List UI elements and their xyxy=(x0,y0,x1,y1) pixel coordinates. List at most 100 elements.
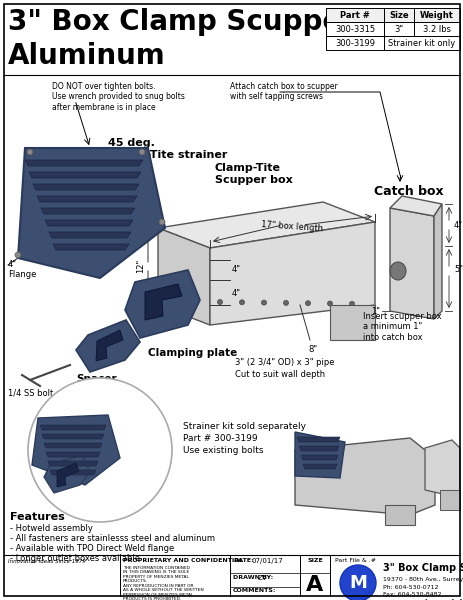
Polygon shape xyxy=(433,204,441,319)
Text: Aluminum: Aluminum xyxy=(8,42,165,70)
Polygon shape xyxy=(50,470,96,475)
Text: Ph: 604-530-0712: Ph: 604-530-0712 xyxy=(382,585,438,590)
Text: DO NOT over tighten bolts.
Use wrench provided to snug bolts
after membrane is i: DO NOT over tighten bolts. Use wrench pr… xyxy=(52,82,184,112)
Circle shape xyxy=(27,149,33,155)
Text: 17" box length: 17" box length xyxy=(261,220,323,233)
Text: 5": 5" xyxy=(453,265,462,274)
Text: Part #: Part # xyxy=(339,11,369,20)
Polygon shape xyxy=(96,330,123,361)
Text: A: A xyxy=(306,575,323,595)
Text: Spacer: Spacer xyxy=(76,374,116,384)
Text: 3.2 lbs: 3.2 lbs xyxy=(422,25,450,34)
Text: - Available with TPO Direct Weld flange: - Available with TPO Direct Weld flange xyxy=(10,544,174,553)
Text: Fax: 604-530-8482: Fax: 604-530-8482 xyxy=(382,592,441,597)
Polygon shape xyxy=(44,443,102,448)
Bar xyxy=(383,36,459,50)
Polygon shape xyxy=(296,437,339,442)
Ellipse shape xyxy=(389,262,405,280)
Text: DATE:: DATE: xyxy=(232,558,253,563)
Text: 3" Box Clamp Scupper Aluminum: 3" Box Clamp Scupper Aluminum xyxy=(382,563,463,573)
Polygon shape xyxy=(29,172,141,178)
Bar xyxy=(325,22,383,36)
Polygon shape xyxy=(18,148,165,278)
Polygon shape xyxy=(439,490,459,510)
Polygon shape xyxy=(33,184,139,190)
Text: 12": 12" xyxy=(136,259,145,273)
Polygon shape xyxy=(53,244,129,250)
Text: Insert scupper box
a minimum 1"
into catch box: Insert scupper box a minimum 1" into cat… xyxy=(362,312,441,342)
Bar xyxy=(325,36,383,50)
Circle shape xyxy=(217,299,222,304)
Polygon shape xyxy=(329,305,374,340)
Bar xyxy=(413,22,459,36)
Circle shape xyxy=(15,252,21,258)
Polygon shape xyxy=(300,455,337,460)
Polygon shape xyxy=(298,446,338,451)
Polygon shape xyxy=(424,440,459,496)
Text: www.menzies-metal.com: www.menzies-metal.com xyxy=(382,599,463,600)
Text: Part File & .#: Part File & .# xyxy=(334,558,375,563)
Polygon shape xyxy=(384,505,414,525)
Text: Strainer kit only: Strainer kit only xyxy=(388,38,455,47)
Polygon shape xyxy=(44,455,90,493)
Text: Clamp-Tite
Scupper box: Clamp-Tite Scupper box xyxy=(214,163,292,185)
Polygon shape xyxy=(46,452,100,457)
Text: - All fasteners are stainlesss steel and aluminum: - All fasteners are stainlesss steel and… xyxy=(10,534,214,543)
Text: Size: Size xyxy=(388,11,408,20)
Text: Attach catch box to scupper
with self tapping screws: Attach catch box to scupper with self ta… xyxy=(230,82,337,101)
Text: Strainer kit sold separately
Part # 300-3199
Use existing bolts: Strainer kit sold separately Part # 300-… xyxy=(182,422,305,455)
Text: 300-3315: 300-3315 xyxy=(334,25,374,34)
Polygon shape xyxy=(32,415,120,485)
Text: 1": 1" xyxy=(370,307,379,316)
Polygon shape xyxy=(57,463,79,487)
Text: COMMENTS:: COMMENTS: xyxy=(232,588,276,593)
Text: THE INFORMATION CONTAINED
IN THIS DRAWING IS THE SOLE
PROPERTY OF MENZIES METAL
: THE INFORMATION CONTAINED IN THIS DRAWIN… xyxy=(123,566,203,600)
Text: 4": 4" xyxy=(232,289,240,298)
Text: 19370 - 80th Ave., Surrey, BC  V3S 3M2: 19370 - 80th Ave., Surrey, BC V3S 3M2 xyxy=(382,577,463,582)
Text: 8": 8" xyxy=(307,345,316,354)
Text: 300-3199: 300-3199 xyxy=(334,38,374,47)
Polygon shape xyxy=(158,228,210,325)
Text: 1/4 SS bolt: 1/4 SS bolt xyxy=(8,388,53,397)
Text: Clamping plate: Clamping plate xyxy=(148,348,237,358)
Polygon shape xyxy=(294,432,344,478)
Circle shape xyxy=(305,301,310,305)
Text: Weight: Weight xyxy=(419,11,453,20)
Circle shape xyxy=(283,301,288,305)
Text: Innovative Ideas Since 1979: Innovative Ideas Since 1979 xyxy=(8,559,86,564)
Text: PROPRIETARY AND CONFIDENTIAL: PROPRIETARY AND CONFIDENTIAL xyxy=(123,558,243,563)
Text: ZV: ZV xyxy=(257,575,267,581)
Bar xyxy=(413,8,459,22)
Text: 4": 4" xyxy=(453,221,462,230)
Bar xyxy=(383,8,413,22)
Polygon shape xyxy=(45,220,133,226)
Polygon shape xyxy=(158,202,374,248)
Polygon shape xyxy=(42,434,104,439)
Text: Catch box: Catch box xyxy=(373,185,443,198)
Polygon shape xyxy=(389,208,433,319)
Circle shape xyxy=(327,301,332,306)
Text: 3": 3" xyxy=(394,25,403,34)
Text: 4"
Flange: 4" Flange xyxy=(8,260,36,280)
Polygon shape xyxy=(144,284,181,320)
Circle shape xyxy=(349,301,354,306)
Text: 07/01/17: 07/01/17 xyxy=(251,558,283,564)
Text: - Hotweld assembly: - Hotweld assembly xyxy=(10,524,93,533)
Polygon shape xyxy=(302,464,336,469)
Text: M: M xyxy=(348,574,366,592)
Polygon shape xyxy=(49,232,131,238)
Text: Cut to suit wall depth: Cut to suit wall depth xyxy=(234,370,325,379)
Polygon shape xyxy=(125,270,200,338)
Polygon shape xyxy=(76,320,140,372)
Polygon shape xyxy=(48,461,98,466)
Text: Features: Features xyxy=(10,512,65,522)
Polygon shape xyxy=(294,438,434,515)
Circle shape xyxy=(139,149,144,155)
Text: 4": 4" xyxy=(232,265,240,275)
Text: 3" (2 3/4" OD) x 3" pipe: 3" (2 3/4" OD) x 3" pipe xyxy=(234,358,334,367)
Text: 45 deg.
Clamp-Tite strainer: 45 deg. Clamp-Tite strainer xyxy=(108,138,227,160)
Polygon shape xyxy=(40,425,106,430)
Text: 3" Box Clamp Scupper: 3" Box Clamp Scupper xyxy=(8,8,354,36)
Bar xyxy=(325,8,383,22)
Polygon shape xyxy=(41,208,135,214)
